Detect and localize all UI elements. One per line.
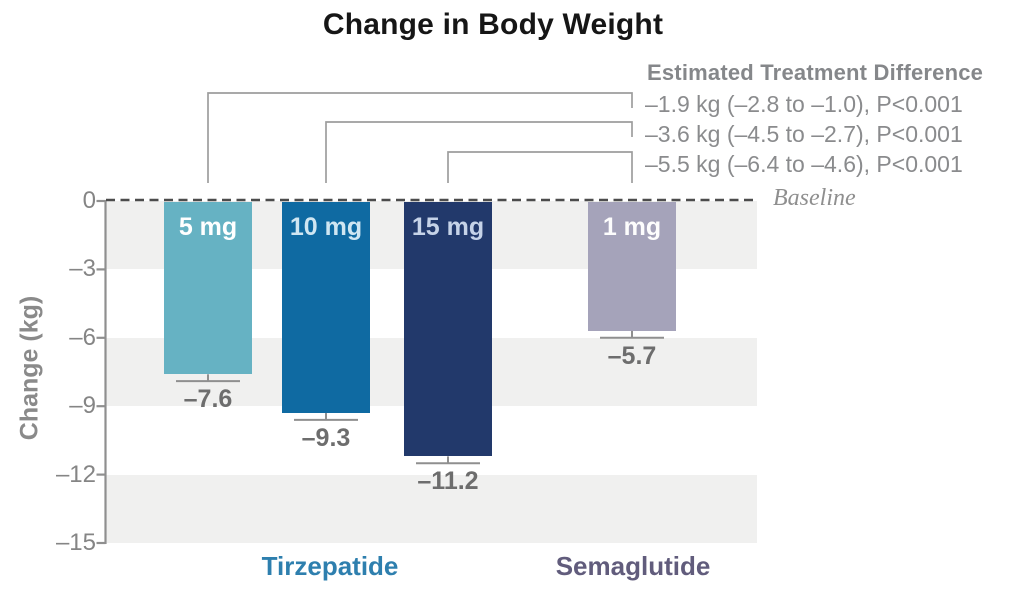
plot-gray-band bbox=[106, 474, 757, 543]
treatment-difference-line-2: –3.6 kg (–4.5 to –2.7), P<0.001 bbox=[645, 121, 963, 147]
y-tick-label-3: –9 bbox=[69, 392, 96, 420]
treatment-difference-line-3: –5.5 kg (–6.4 to –4.6), P<0.001 bbox=[645, 151, 963, 177]
group-label-semaglutide: Semaglutide bbox=[555, 551, 711, 581]
y-tick-label-0: 0 bbox=[82, 187, 96, 214]
baseline-annotation: Baseline bbox=[773, 185, 856, 211]
y-tick-label-5: –15 bbox=[55, 529, 96, 556]
bar-tirzepatide-5mg: 5 mg bbox=[164, 202, 252, 375]
bar-dose-label: 1 mg bbox=[602, 213, 662, 241]
bar-value-label-10mg: –9.3 bbox=[301, 424, 351, 453]
y-tick-label-2: –6 bbox=[69, 323, 96, 351]
chart-title: Change in Body Weight bbox=[322, 8, 664, 41]
treatment-difference-line-1: –1.9 kg (–2.8 to –1.0), P<0.001 bbox=[645, 91, 963, 117]
group-label-tirzepatide: Tirzepatide bbox=[261, 551, 399, 581]
comparison-bracket-3 bbox=[447, 151, 633, 183]
comparison-bracket-1 bbox=[207, 92, 633, 183]
bar-dose-label: 5 mg bbox=[178, 213, 238, 241]
bar-tirzepatide-10mg: 10 mg bbox=[282, 202, 370, 414]
bar-tirzepatide-15mg: 15 mg bbox=[404, 202, 492, 457]
bar-value-label-15mg: –11.2 bbox=[417, 467, 479, 496]
bar-value-label-1mg: –5.7 bbox=[607, 341, 657, 370]
bar-dose-label: 10 mg bbox=[289, 213, 363, 241]
y-tick-label-1: –3 bbox=[69, 255, 96, 283]
bar-dose-label: 15 mg bbox=[411, 213, 485, 241]
y-tick-label-4: –12 bbox=[55, 460, 96, 488]
bar-semaglutide-1mg: 1 mg bbox=[588, 202, 676, 331]
comparison-bracket-2 bbox=[325, 121, 633, 183]
bar-value-label-5mg: –7.6 bbox=[183, 385, 233, 414]
treatment-difference-header: Estimated Treatment Difference bbox=[647, 60, 984, 85]
